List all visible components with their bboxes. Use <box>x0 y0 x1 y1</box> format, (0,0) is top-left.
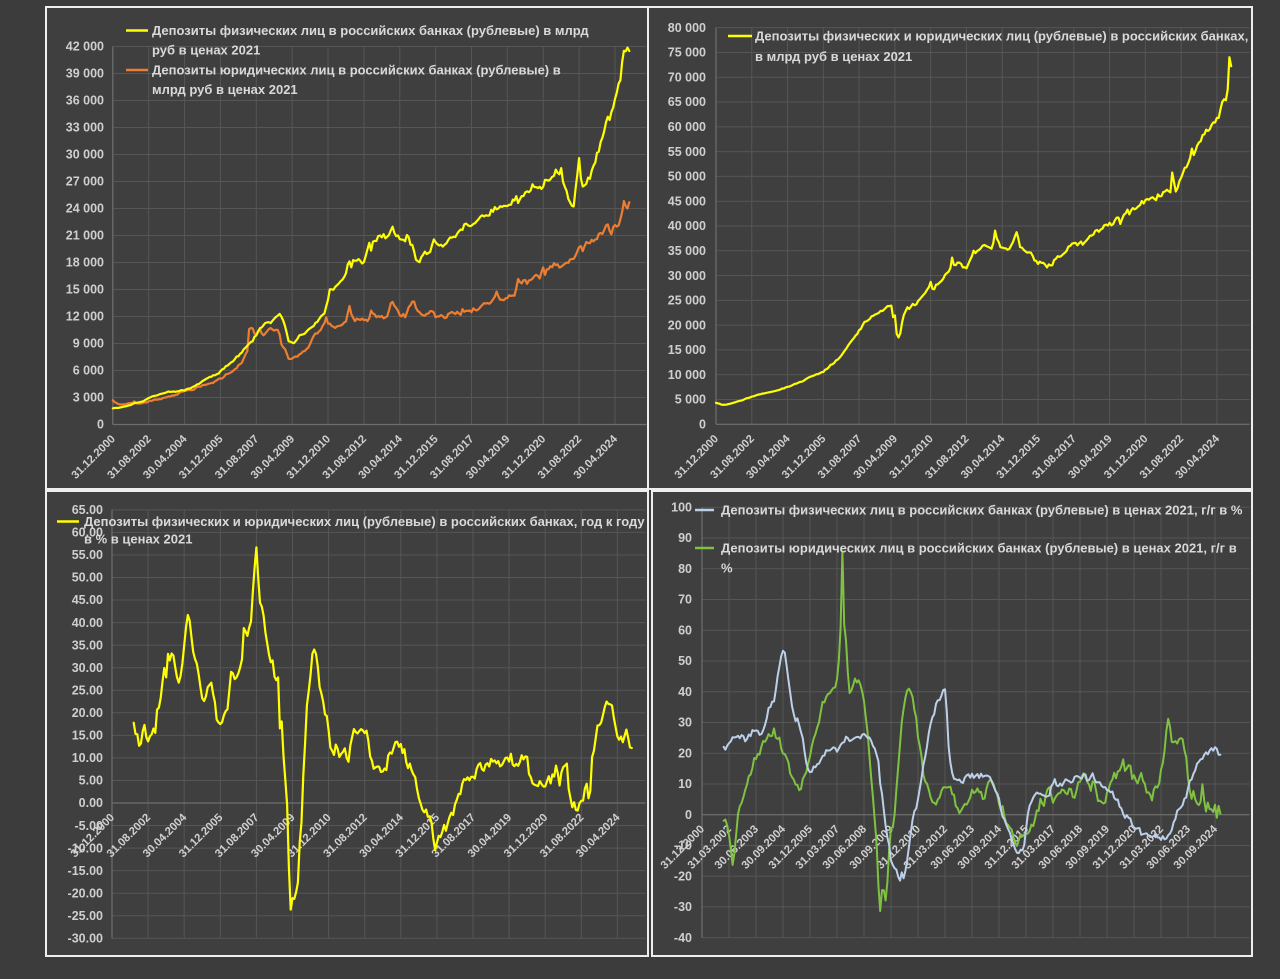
svg-text:36 000: 36 000 <box>66 94 104 108</box>
svg-text:Депозиты физических лиц в росс: Депозиты физических лиц в российских бан… <box>152 23 589 38</box>
svg-text:12 000: 12 000 <box>66 310 104 324</box>
svg-text:3 000: 3 000 <box>73 391 104 405</box>
svg-text:-15.00: -15.00 <box>68 864 103 878</box>
svg-text:25.00: 25.00 <box>72 684 103 698</box>
svg-text:75 000: 75 000 <box>668 46 706 60</box>
svg-text:9 000: 9 000 <box>73 337 104 351</box>
svg-text:Депозиты физических лиц в росс: Депозиты физических лиц в российских бан… <box>721 503 1243 518</box>
svg-text:-25.00: -25.00 <box>68 909 103 923</box>
svg-text:70 000: 70 000 <box>668 70 706 84</box>
svg-text:45.00: 45.00 <box>72 593 103 607</box>
svg-text:39 000: 39 000 <box>66 67 104 81</box>
svg-text:18 000: 18 000 <box>66 256 104 270</box>
svg-text:24 000: 24 000 <box>66 202 104 216</box>
svg-text:55.00: 55.00 <box>72 548 103 562</box>
svg-text:50: 50 <box>678 654 692 668</box>
svg-text:Депозиты юридических лиц в рос: Депозиты юридических лиц в российских ба… <box>721 541 1237 556</box>
svg-text:80 000: 80 000 <box>668 21 706 35</box>
svg-text:50 000: 50 000 <box>668 170 706 184</box>
svg-text:-30.00: -30.00 <box>68 932 103 946</box>
svg-text:20.00: 20.00 <box>72 706 103 720</box>
svg-text:-10: -10 <box>674 839 692 853</box>
svg-text:80: 80 <box>678 562 692 576</box>
svg-text:35.00: 35.00 <box>72 638 103 652</box>
svg-text:10: 10 <box>678 777 692 791</box>
svg-text:40: 40 <box>678 685 692 699</box>
svg-text:40.00: 40.00 <box>72 616 103 630</box>
svg-text:20: 20 <box>678 746 692 760</box>
svg-text:в млрд руб в ценах 2021: в млрд руб в ценах 2021 <box>755 49 912 64</box>
svg-text:0: 0 <box>699 418 706 432</box>
svg-text:млрд руб в ценах 2021: млрд руб в ценах 2021 <box>152 82 298 97</box>
svg-text:Депозиты юридических лиц в рос: Депозиты юридических лиц в российских ба… <box>152 63 561 78</box>
svg-text:0.00: 0.00 <box>79 796 103 810</box>
svg-text:-10.00: -10.00 <box>68 841 103 855</box>
svg-text:90: 90 <box>678 531 692 545</box>
svg-text:40 000: 40 000 <box>668 219 706 233</box>
svg-text:30: 30 <box>678 716 692 730</box>
svg-text:35 000: 35 000 <box>668 244 706 258</box>
svg-text:15.00: 15.00 <box>72 729 103 743</box>
svg-text:15 000: 15 000 <box>668 343 706 357</box>
svg-text:-20: -20 <box>674 869 692 883</box>
svg-text:Депозиты физических и юридичес: Депозиты физических и юридических лиц (р… <box>755 29 1248 44</box>
svg-text:55 000: 55 000 <box>668 145 706 159</box>
svg-text:6 000: 6 000 <box>73 364 104 378</box>
svg-text:10 000: 10 000 <box>668 368 706 382</box>
svg-text:42 000: 42 000 <box>66 40 104 54</box>
svg-text:20 000: 20 000 <box>668 318 706 332</box>
svg-text:100: 100 <box>671 501 692 515</box>
svg-text:5.00: 5.00 <box>79 774 103 788</box>
svg-text:0: 0 <box>97 418 104 432</box>
svg-text:30 000: 30 000 <box>668 269 706 283</box>
svg-text:-5.00: -5.00 <box>75 819 104 833</box>
svg-text:25 000: 25 000 <box>668 294 706 308</box>
svg-text:30.00: 30.00 <box>72 661 103 675</box>
svg-text:руб в ценах 2021: руб в ценах 2021 <box>152 43 260 58</box>
svg-text:50.00: 50.00 <box>72 571 103 585</box>
svg-text:27 000: 27 000 <box>66 175 104 189</box>
svg-text:-20.00: -20.00 <box>68 886 103 900</box>
svg-text:33 000: 33 000 <box>66 121 104 135</box>
svg-text:10.00: 10.00 <box>72 751 103 765</box>
svg-text:в % в ценах 2021: в % в ценах 2021 <box>84 532 192 547</box>
svg-text:%: % <box>721 561 733 576</box>
svg-text:70: 70 <box>678 593 692 607</box>
svg-text:-40: -40 <box>674 931 692 945</box>
svg-text:21 000: 21 000 <box>66 229 104 243</box>
svg-text:30 000: 30 000 <box>66 148 104 162</box>
svg-text:60 000: 60 000 <box>668 120 706 134</box>
svg-text:15 000: 15 000 <box>66 283 104 297</box>
svg-text:60: 60 <box>678 624 692 638</box>
svg-text:45 000: 45 000 <box>668 194 706 208</box>
svg-text:-30: -30 <box>674 900 692 914</box>
svg-text:60.00: 60.00 <box>72 526 103 540</box>
svg-text:5 000: 5 000 <box>675 393 706 407</box>
svg-text:0: 0 <box>685 808 692 822</box>
svg-text:65 000: 65 000 <box>668 95 706 109</box>
svg-text:65.00: 65.00 <box>72 503 103 517</box>
svg-text:Депозиты физических и юридичес: Депозиты физических и юридических лиц (р… <box>84 514 645 529</box>
